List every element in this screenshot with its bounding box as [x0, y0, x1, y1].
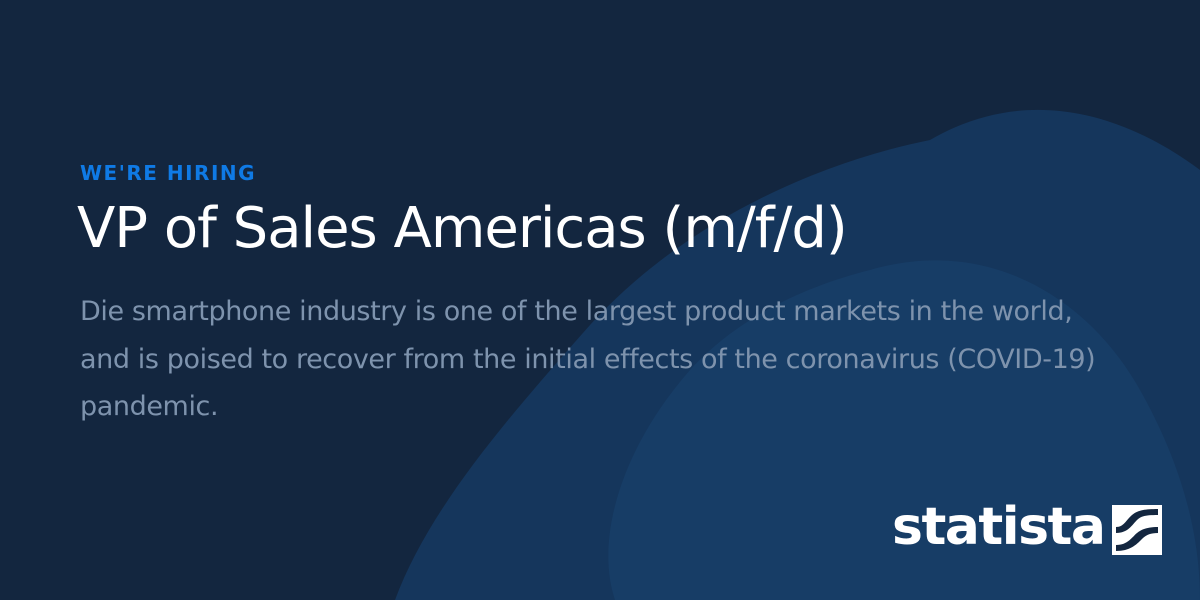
hiring-label: WE'RE HIRING: [80, 161, 257, 185]
background-shape-front: [608, 260, 1200, 600]
job-title: VP of Sales Americas (m/f/d): [77, 196, 848, 261]
job-description: Die smartphone industry is one of the la…: [80, 296, 1096, 422]
statista-mark-icon: [1112, 505, 1163, 555]
statista-logo: statista: [892, 497, 1163, 560]
banner-content: WE'RE HIRING VP of Sales Americas (m/f/d…: [77, 158, 1140, 431]
logo-wordmark: statista: [892, 497, 1106, 557]
